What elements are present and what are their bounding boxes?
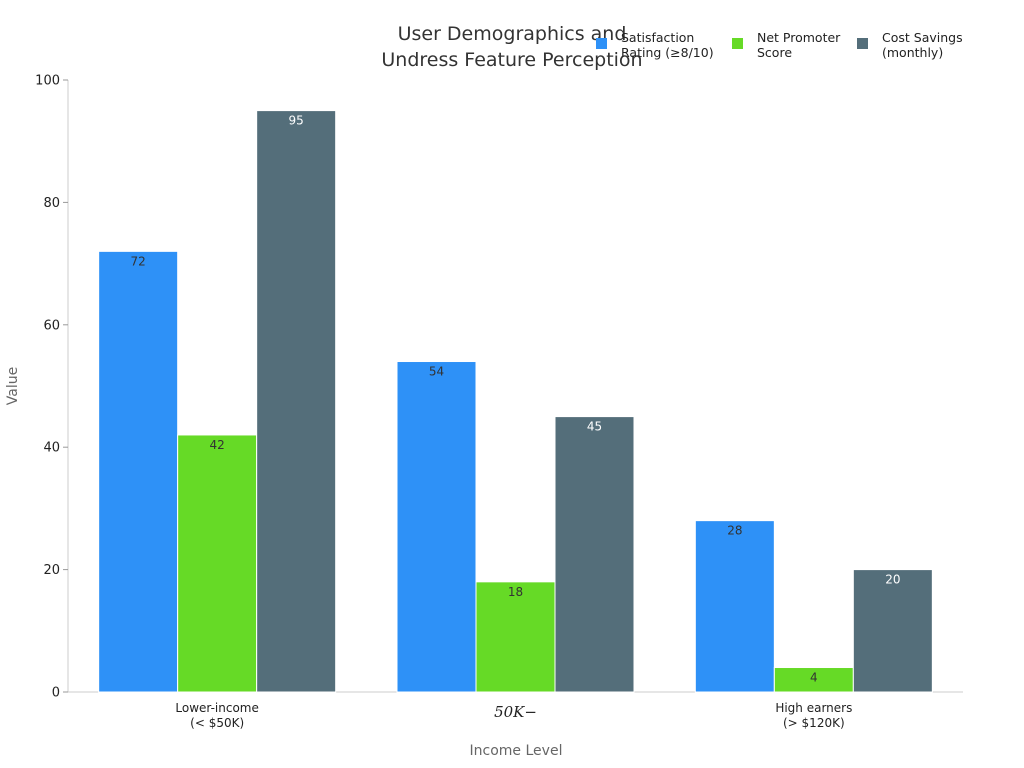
x-tick-label: (> $120K)	[783, 716, 845, 730]
chart-title-line: Undress Feature Perception	[381, 49, 642, 71]
bar-value-label: 42	[210, 438, 225, 452]
legend-label: Cost Savings	[882, 30, 963, 45]
bar-value-label: 20	[885, 573, 900, 587]
bar	[852, 569, 933, 693]
bar	[475, 581, 556, 693]
y-tick-label: 60	[43, 318, 60, 333]
chart-title-line: User Demographics and	[398, 23, 627, 45]
bar	[98, 250, 179, 693]
category-labels: Lower-income(< $50K) 50K− High earners(> $…	[175, 701, 852, 730]
bar-value-labels: 72 42 95 54 18 45 28 4 20	[131, 114, 901, 685]
bar-value-label: 54	[429, 365, 444, 379]
legend-label: Score	[757, 45, 792, 60]
bar	[694, 520, 775, 693]
bar-value-label: 4	[810, 671, 818, 685]
x-tick-label: Lower-income	[175, 701, 258, 715]
legend-label: Satisfaction	[621, 30, 694, 45]
bar-value-label: 45	[587, 420, 602, 434]
y-tick-label: 20	[43, 563, 60, 578]
bars	[98, 110, 933, 693]
legend-swatch	[857, 38, 868, 49]
legend-label: Rating (≥8/10)	[621, 45, 714, 60]
legend-swatch	[596, 38, 607, 49]
x-tick-label: High earners	[775, 701, 852, 715]
bar-value-label: 72	[131, 254, 146, 268]
y-tick-label: 100	[35, 74, 60, 89]
bar	[554, 416, 635, 693]
y-tick-label: 80	[43, 196, 60, 211]
legend-label: (monthly)	[882, 45, 943, 60]
chart-title: User Demographics and Undress Feature Per…	[381, 23, 642, 71]
x-axis-title: Income Level	[470, 743, 563, 759]
bar-value-label: 18	[508, 585, 523, 599]
y-tick-label: 40	[43, 441, 60, 456]
x-tick-label: 50K−	[494, 703, 537, 721]
y-tick-label: 0	[52, 686, 60, 701]
bar-value-label: 95	[289, 114, 304, 128]
legend-label: Net Promoter	[757, 30, 841, 45]
bar	[177, 434, 258, 693]
bar-value-label: 28	[727, 524, 742, 538]
bar	[396, 361, 477, 693]
bar	[773, 667, 854, 693]
legend-swatch	[732, 38, 743, 49]
x-tick-label: (< $50K)	[190, 716, 244, 730]
bar	[256, 110, 337, 693]
y-axis-title: Value	[5, 367, 21, 405]
